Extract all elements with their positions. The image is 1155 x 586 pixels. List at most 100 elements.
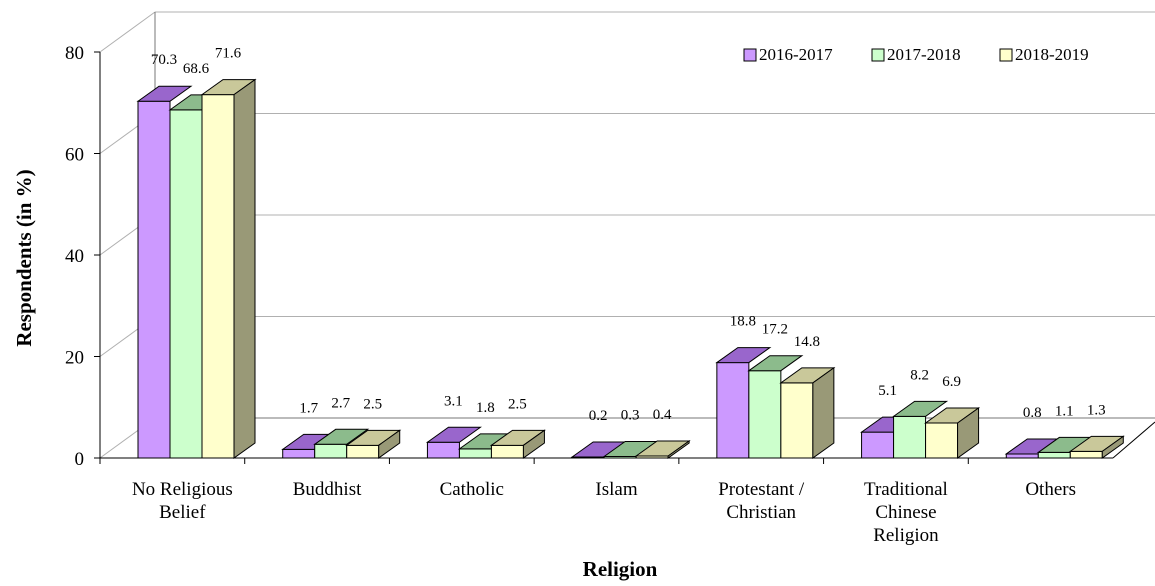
floor-right-edge xyxy=(1112,421,1155,459)
bar-front xyxy=(314,443,348,459)
chart-bars xyxy=(136,78,1125,459)
x-tick-label: Islam xyxy=(595,479,637,500)
bar xyxy=(136,85,193,459)
x-tick-label-line: Buddhist xyxy=(293,479,362,500)
bar-front xyxy=(716,362,750,459)
y-tick-label: 0 xyxy=(75,449,85,470)
bar-side xyxy=(522,429,545,459)
bar-front xyxy=(490,444,524,459)
data-label: 71.6 xyxy=(215,46,242,62)
bar xyxy=(489,429,546,459)
bar-front xyxy=(861,431,895,459)
legend-label: 2018-2019 xyxy=(1015,45,1089,64)
x-tick-label-line: Christian xyxy=(726,502,796,523)
data-label: 3.1 xyxy=(444,393,463,409)
bar-side xyxy=(1101,435,1124,459)
x-tick-label-line: Chinese xyxy=(875,502,936,523)
legend-label: 2017-2018 xyxy=(887,45,961,64)
bar xyxy=(779,366,836,459)
bar-top xyxy=(747,355,804,372)
data-label: 14.8 xyxy=(794,334,820,350)
bar-front xyxy=(1069,450,1103,459)
legend-swatch xyxy=(743,48,757,62)
data-label: 1.3 xyxy=(1087,402,1106,418)
chart-legend: 2016-2017 2017-2018 2018-2019 xyxy=(743,45,1089,64)
bar-front xyxy=(925,422,959,459)
bar-side xyxy=(667,439,690,459)
data-label: 8.2 xyxy=(910,367,929,383)
bar-top xyxy=(136,85,193,102)
bar xyxy=(634,439,691,459)
x-tick-label-line: Belief xyxy=(159,502,206,523)
x-tick-label: Buddhist xyxy=(293,479,362,500)
x-tick-label-line: Religion xyxy=(873,525,939,546)
bar-front xyxy=(137,100,171,459)
bar-front xyxy=(1037,451,1071,459)
bar-top xyxy=(313,428,370,445)
chart-data-labels: 70.3 68.6 71.6 1.7 2.7 2.5 3.1 1.8 2.5 0.2 0.3 0.4 1… xyxy=(151,46,1106,424)
legend-label: 2016-2017 xyxy=(759,45,833,64)
x-tick-label-line: Others xyxy=(1025,479,1076,500)
data-label: 2.5 xyxy=(508,396,527,412)
y-axis-title: Respondents (in %) xyxy=(12,169,36,346)
y-tick-label: 40 xyxy=(65,246,84,267)
bar-side xyxy=(812,366,835,459)
bar-top xyxy=(425,426,482,443)
x-tick-label: Others xyxy=(1025,479,1076,500)
bar-front xyxy=(169,109,203,459)
bar-front xyxy=(748,370,782,459)
bar-front xyxy=(201,94,235,459)
data-label: 1.8 xyxy=(476,400,495,416)
data-label: 1.7 xyxy=(299,400,318,416)
bar xyxy=(425,426,482,459)
data-label: 18.8 xyxy=(730,314,756,330)
bar xyxy=(1068,435,1125,459)
x-tick-label-line: Catholic xyxy=(440,479,504,500)
data-label: 6.9 xyxy=(942,374,961,390)
bar-side xyxy=(233,78,256,459)
legend-swatch xyxy=(871,48,885,62)
bar xyxy=(892,400,949,459)
data-label: 1.1 xyxy=(1055,403,1074,419)
bar-front xyxy=(458,448,492,459)
gridline-side xyxy=(99,11,156,53)
y-tick-label: 20 xyxy=(65,348,84,369)
legend-item: 2018-2019 xyxy=(999,45,1089,64)
bar xyxy=(715,347,772,459)
legend-swatch xyxy=(999,48,1013,62)
data-label: 70.3 xyxy=(151,52,177,68)
bar-top xyxy=(892,400,949,417)
data-label: 2.5 xyxy=(363,396,382,412)
bar-front xyxy=(893,415,927,459)
bar xyxy=(200,78,257,459)
data-label: 0.3 xyxy=(621,407,640,423)
bar-front xyxy=(346,444,380,459)
data-label: 0.4 xyxy=(653,407,672,423)
chart-axes: 0 20 40 60 80 No Religious Belief Buddhist Catho… xyxy=(65,43,1155,546)
bar xyxy=(313,428,370,459)
bar-top xyxy=(715,347,772,364)
x-tick-label-line: No Religious xyxy=(132,479,233,500)
data-label: 0.2 xyxy=(589,408,608,424)
legend-item: 2016-2017 xyxy=(743,45,833,64)
data-label: 2.7 xyxy=(331,395,350,411)
data-label: 0.8 xyxy=(1023,405,1042,421)
bar-front xyxy=(282,448,316,459)
bar-front xyxy=(426,441,460,459)
y-tick-label: 80 xyxy=(65,43,84,64)
bar xyxy=(924,407,981,459)
x-tick-label: No Religious Belief xyxy=(132,479,233,523)
data-label: 17.2 xyxy=(762,322,788,338)
x-tick-label: Catholic xyxy=(440,479,504,500)
bar-front xyxy=(780,382,814,459)
data-label: 5.1 xyxy=(878,383,897,399)
x-tick-label-line: Islam xyxy=(595,479,637,500)
chart-grid xyxy=(99,11,1155,459)
bar-side xyxy=(957,407,980,459)
bar-front xyxy=(1005,453,1039,459)
x-tick-label-line: Traditional xyxy=(864,479,948,500)
data-label: 68.6 xyxy=(183,61,210,77)
x-axis-title: Religion xyxy=(583,557,658,581)
